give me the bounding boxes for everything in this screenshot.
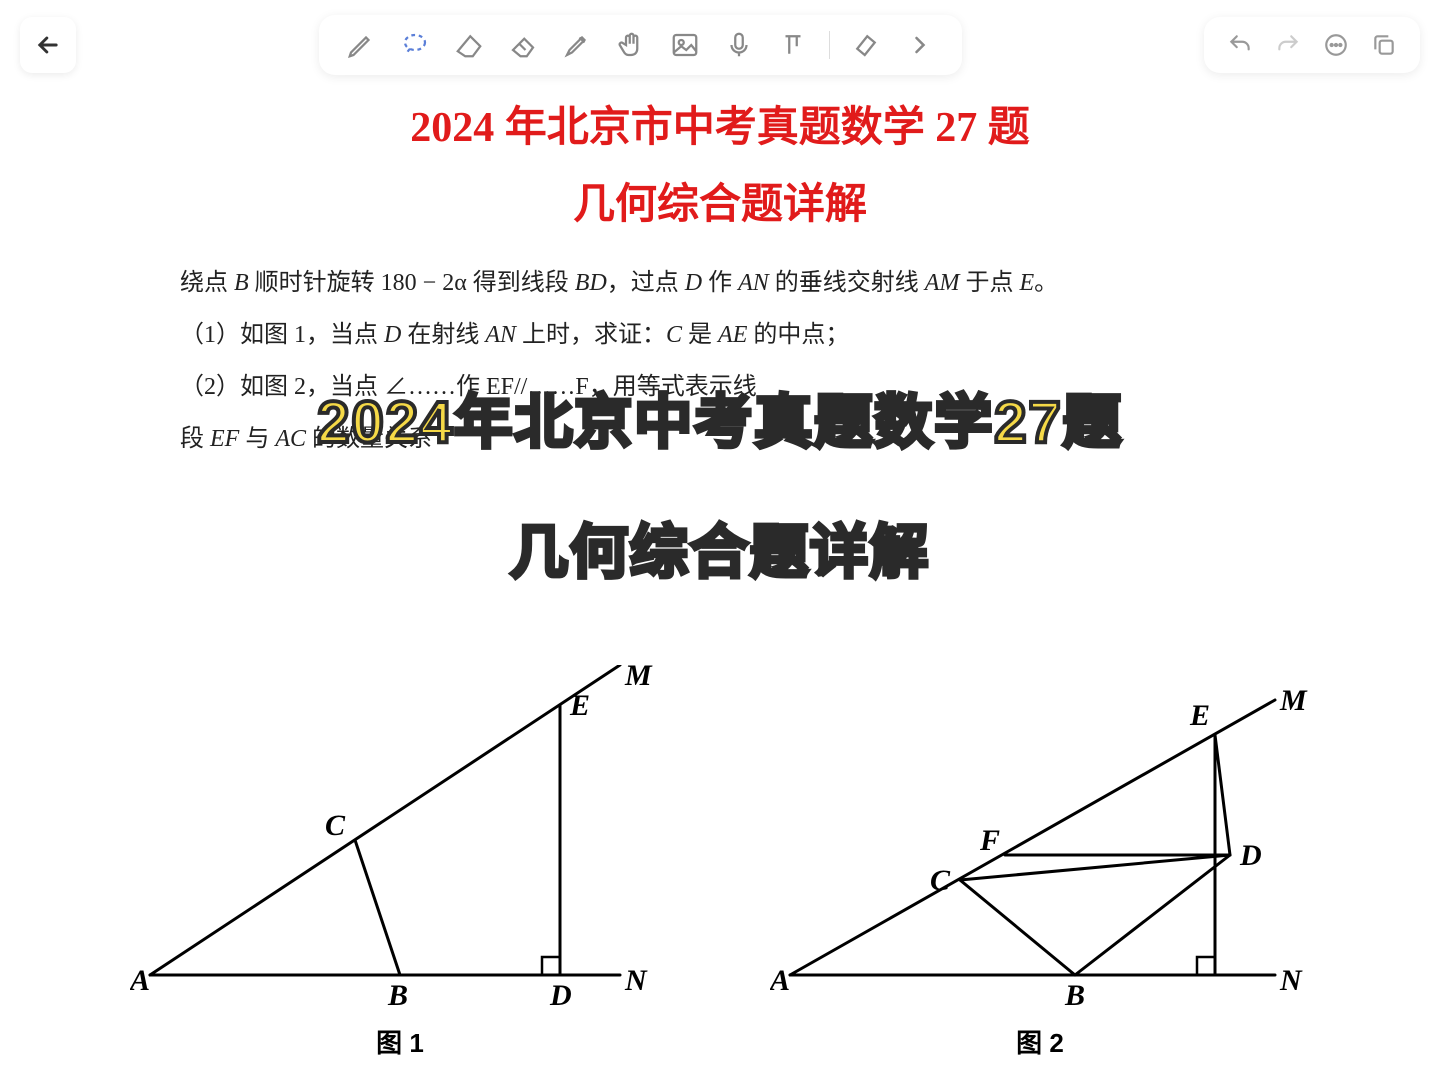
action-group: [1204, 17, 1420, 73]
back-button[interactable]: [20, 17, 76, 73]
fig1-label-N: N: [624, 964, 648, 997]
mic-icon[interactable]: [721, 27, 757, 63]
fig1-label-B: B: [387, 979, 408, 1012]
figure-1-caption: 图 1: [376, 1023, 424, 1060]
fig2-label-N: N: [1279, 964, 1303, 997]
overlay-title-2: 几何综合题详解: [510, 505, 930, 589]
fig1-label-A: A: [130, 964, 150, 997]
top-toolbar: [0, 0, 1440, 90]
main-title-line2: 几何综合题详解: [60, 172, 1380, 239]
fig1-label-M: M: [624, 665, 653, 692]
problem-line-rotate: 绕点 B 顺时针旋转 180 − 2α 得到线段 BD，过点 D 作 AN 的垂…: [180, 259, 1260, 307]
overlay-title-1: 2024年北京中考真题数学27题: [317, 375, 1123, 459]
fig2-label-E: E: [1189, 699, 1210, 732]
lasso-icon[interactable]: [397, 27, 433, 63]
tool-palette: [319, 15, 962, 75]
figures-row: A B D N C E M 图 1: [0, 665, 1440, 1060]
image-icon[interactable]: [667, 27, 703, 63]
main-title-line1: 2024 年北京市中考真题数学 27 题: [60, 95, 1380, 162]
more-icon[interactable]: [1320, 29, 1352, 61]
fig2-label-D: D: [1239, 839, 1262, 872]
toolbar-separator: [829, 31, 830, 59]
redo-icon[interactable]: [1272, 29, 1304, 61]
fig2-label-F: F: [979, 824, 1000, 857]
eraser2-icon[interactable]: [505, 27, 541, 63]
clear-icon[interactable]: [848, 27, 884, 63]
text-icon[interactable]: [775, 27, 811, 63]
fig2-label-C: C: [930, 864, 951, 897]
figure-1-svg: A B D N C E M: [130, 665, 670, 1015]
fig1-label-C: C: [325, 809, 346, 842]
pen-icon[interactable]: [343, 27, 379, 63]
highlighter-icon[interactable]: [559, 27, 595, 63]
problem-line-q1: （1）如图 1，当点 D 在射线 AN 上时，求证：C 是 AE 的中点；: [180, 311, 1260, 359]
fig2-label-A: A: [770, 964, 790, 997]
undo-icon[interactable]: [1224, 29, 1256, 61]
figure-2-svg: A B N C F D E M: [770, 665, 1310, 1015]
figure-2: A B N C F D E M 图 2: [770, 665, 1310, 1060]
forward-icon[interactable]: [902, 27, 938, 63]
fig2-label-M: M: [1279, 684, 1308, 717]
eraser-icon[interactable]: [451, 27, 487, 63]
hand-icon[interactable]: [613, 27, 649, 63]
arrow-left-icon: [34, 31, 62, 59]
copy-icon[interactable]: [1368, 29, 1400, 61]
figure-2-caption: 图 2: [1016, 1023, 1064, 1060]
figure-1: A B D N C E M 图 1: [130, 665, 670, 1060]
fig2-label-B: B: [1064, 979, 1085, 1012]
fig1-label-E: E: [569, 689, 590, 722]
document-content: 2024 年北京市中考真题数学 27 题 几何综合题详解 绕点 B 顺时针旋转 …: [0, 95, 1440, 1080]
fig1-label-D: D: [549, 979, 572, 1012]
